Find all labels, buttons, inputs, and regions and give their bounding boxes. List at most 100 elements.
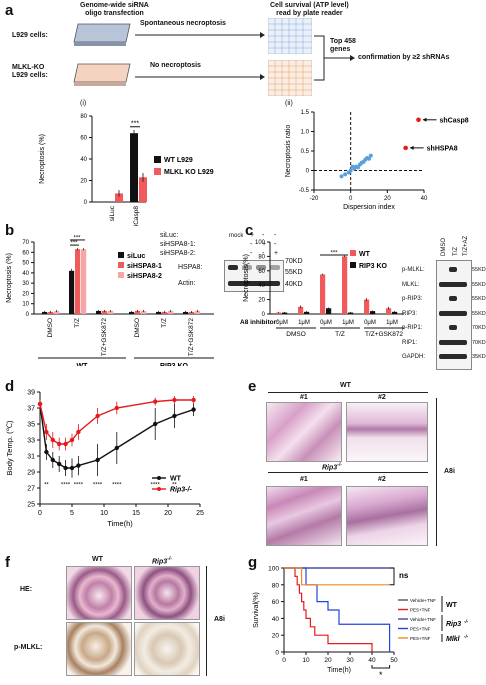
a-i-ytick-label: 0 (84, 200, 88, 206)
b-ytick-label: 40 (22, 271, 29, 277)
c-legend-swatch (350, 250, 356, 256)
d-point (44, 449, 49, 455)
d-sig: **** (151, 482, 161, 488)
blot-c-row-label: GAPDH: (402, 354, 426, 360)
a-i-xtick-label: siLuc (109, 205, 116, 221)
g-star: * (379, 670, 383, 680)
b-ytick-label: 30 (22, 281, 29, 287)
f-rip3-wrap: Rip3-/- (152, 556, 172, 565)
g-xtick-label: 20 (324, 657, 332, 664)
b-bar (129, 311, 135, 314)
b-xtick-label: T/Z (161, 318, 168, 328)
d-sig: **** (112, 482, 122, 488)
a-ii-xlabel: Dispersion index (343, 204, 395, 211)
a-ii-point (343, 172, 348, 177)
b-bar (54, 310, 60, 314)
a-i-legend-swatch (154, 156, 161, 163)
row1-label: L929 cells: (12, 32, 48, 39)
g-group-wt: WT (446, 602, 458, 609)
b-xtick-label: T/Z+GSK872 (188, 318, 195, 356)
si-row-2: siHSPA8-1: (160, 241, 196, 248)
histo-f-pmlkl-wt (66, 622, 132, 676)
c-bar (304, 311, 310, 314)
d-point (191, 397, 196, 403)
d-point (37, 401, 43, 407)
g-ytick-label: 100 (268, 566, 279, 573)
b-bar (156, 311, 162, 314)
a-ii-ytick-label: 1.0 (301, 130, 310, 136)
a-i-bar (139, 177, 147, 202)
band-hspa8-1 (228, 265, 238, 270)
g-ytick-label: 40 (272, 616, 280, 623)
e-wt-n1: #1 (300, 394, 308, 401)
d-point (50, 457, 55, 463)
d-point (63, 465, 68, 471)
d-point (95, 413, 100, 419)
panel-a-label: a (5, 2, 14, 19)
panel-b-label: b (5, 222, 15, 239)
arrow-2 (135, 74, 265, 80)
header-right: Cell survival (ATP level) read by plate … (270, 2, 349, 17)
a-i-bar (115, 193, 123, 202)
b-ytick-label: 20 (22, 291, 29, 297)
e-wt-n2: #2 (378, 394, 386, 401)
row1-arrow-label: Spontaneous necroptosis (140, 20, 226, 27)
blot-c-col-3: T/Z+AZ (463, 235, 469, 256)
d-xtick-label: 10 (100, 510, 108, 517)
blot-c-band (449, 296, 457, 301)
blot-c-row-label: MLKL: (402, 281, 420, 288)
a-i-bar (130, 133, 138, 202)
g-survival-line (284, 567, 373, 652)
d-point (191, 407, 196, 412)
histo-f-he-wt (66, 566, 132, 620)
d-point (69, 465, 75, 471)
f-he-label: HE: (20, 586, 33, 593)
histo-e-rip3-2 (346, 486, 428, 546)
plate-readout-2 (268, 60, 312, 96)
chart-c: 0 20 40 60 80 100 Necroptosis(%) 0μM 1μM 0μM 1μM 0μ… (240, 240, 404, 338)
d-ytick-label: 27 (27, 486, 35, 493)
g-group-mlkl: Mlkl (446, 636, 461, 643)
b-bar (96, 310, 102, 314)
c-legend-swatch (350, 262, 356, 268)
blot-c-weight: 55KD (472, 281, 486, 288)
g-xtick-label: 40 (368, 657, 376, 664)
d-point (95, 457, 100, 463)
weight-55: 55KD (285, 269, 303, 276)
f-rip3-sup: -/- (167, 556, 172, 562)
a-ii-xtick-label: -20 (310, 196, 319, 202)
a-ii-ytick-label: 0.5 (301, 149, 310, 155)
d-point (63, 441, 68, 447)
blot-c-row-label: p-RIP1: (402, 325, 423, 331)
c-bar (326, 308, 332, 314)
f-side-label: A8i (214, 616, 225, 623)
b-legend-swatch (118, 262, 124, 268)
d-point (114, 445, 120, 451)
e-rip3-line (268, 472, 428, 473)
d-point (172, 413, 177, 419)
chart-g: 0 10 20 30 40 50 0 20 40 60 80 100 Time(h) Survival(%… (253, 566, 469, 681)
b-bar (42, 311, 48, 314)
a-ii-xtick-label: 40 (421, 196, 428, 202)
a-ii-arrowhead (409, 145, 414, 150)
d-point (57, 441, 62, 447)
b-legend-swatch (118, 252, 124, 258)
d-ytick-label: 31 (27, 454, 35, 461)
c-bar (342, 256, 348, 314)
d-ylabel: Body Temp. (℃) (5, 420, 14, 475)
e-wt-line (268, 392, 428, 393)
a-ii-xtick-label: 20 (384, 196, 391, 202)
f-rip3: Rip3 (152, 558, 168, 566)
b-ytick-label: 60 (22, 250, 29, 256)
a-ii-ylabel: Necroptosis ratio (285, 125, 292, 178)
c-xtick-label: 1μM (386, 320, 398, 326)
a-i-legend-label: MLKL KO L929 (164, 169, 214, 176)
d-point (76, 429, 81, 435)
g-ytick-label: 0 (275, 650, 279, 657)
e-wt-label: WT (340, 382, 351, 389)
b-bar (189, 311, 195, 314)
d-sig: ** (44, 482, 49, 488)
a-i-ytick-label: 20 (80, 179, 87, 185)
b-bar (108, 310, 114, 314)
blot-c-weight: 55KD (472, 310, 486, 317)
